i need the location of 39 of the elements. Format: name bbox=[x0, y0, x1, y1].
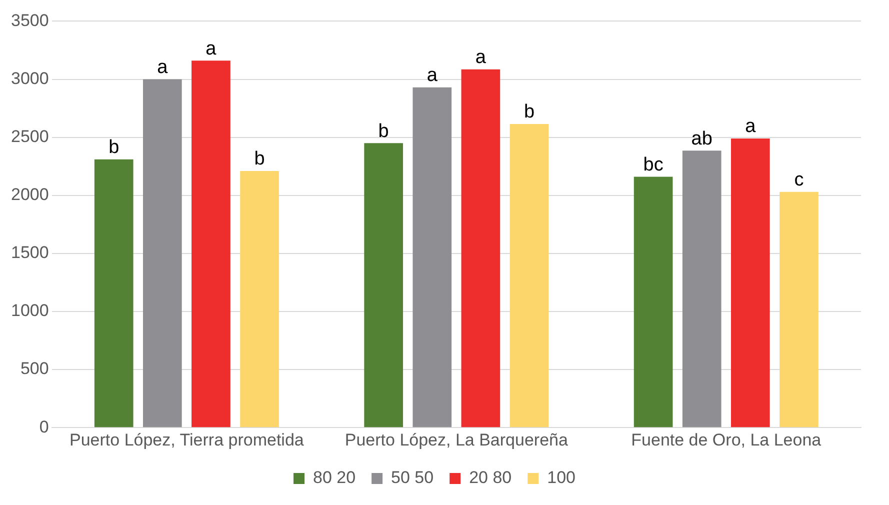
data-label: b bbox=[254, 148, 265, 170]
bar bbox=[240, 170, 279, 428]
bar bbox=[412, 87, 452, 428]
bar bbox=[780, 192, 818, 428]
legend-label: 50 50 bbox=[391, 468, 434, 488]
data-label: a bbox=[157, 56, 168, 78]
data-label: bc bbox=[643, 154, 664, 176]
y-tick-label: 2500 bbox=[10, 127, 49, 146]
y-tick-label: 1000 bbox=[10, 301, 49, 320]
y-tick-label: 500 bbox=[20, 359, 49, 378]
y-tick-label: 2000 bbox=[10, 185, 49, 204]
data-label: ab bbox=[691, 128, 712, 150]
data-label: b bbox=[108, 137, 120, 158]
x-tick-label: Puerto López, Tierra prometida bbox=[70, 430, 304, 450]
legend-label: 80 20 bbox=[313, 468, 356, 488]
data-label: b bbox=[378, 120, 389, 142]
data-label: a bbox=[206, 38, 217, 60]
legend-label: 20 80 bbox=[469, 468, 512, 488]
y-tick-label: 3500 bbox=[10, 10, 49, 30]
x-tick-label: Fuente de Oro, La Leona bbox=[631, 430, 822, 450]
bar bbox=[192, 60, 230, 428]
bar bbox=[682, 150, 722, 428]
bar bbox=[364, 143, 404, 428]
bar bbox=[461, 69, 500, 428]
y-tick-label: 1500 bbox=[10, 243, 49, 262]
legend-label: 100 bbox=[547, 468, 576, 488]
bar bbox=[94, 159, 134, 428]
bar bbox=[510, 124, 549, 428]
bar bbox=[142, 79, 182, 428]
data-label: c bbox=[794, 170, 804, 191]
data-label: b bbox=[524, 102, 535, 123]
data-label: a bbox=[745, 116, 756, 138]
x-tick-label: Puerto López, La Barquereña bbox=[344, 430, 568, 450]
data-label: a bbox=[475, 47, 486, 68]
data-label: a bbox=[426, 65, 438, 86]
y-tick-label: 3000 bbox=[10, 68, 49, 88]
bar bbox=[634, 176, 673, 428]
y-tick-label: 0 bbox=[39, 417, 49, 436]
bar bbox=[730, 138, 770, 428]
